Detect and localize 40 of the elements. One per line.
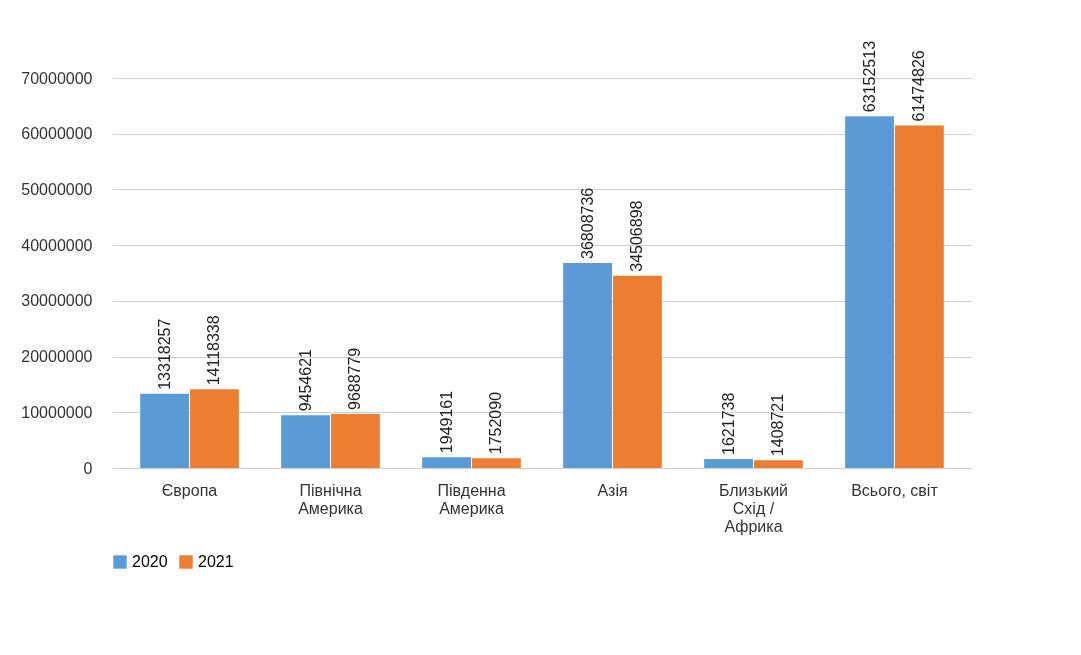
- bar: [612, 275, 662, 468]
- bar: [331, 414, 380, 468]
- bar: [281, 415, 331, 468]
- data-label: 1408721: [769, 393, 787, 457]
- data-label: 9454621: [296, 348, 314, 412]
- x-tick-label: Азія: [597, 481, 628, 499]
- y-tick-label: 10000000: [21, 403, 93, 421]
- data-label: 63152513: [860, 40, 878, 113]
- bar: [190, 389, 239, 468]
- bar: [894, 125, 944, 468]
- bar: [753, 460, 803, 468]
- y-tick-label: 70000000: [21, 69, 93, 87]
- y-tick-label: 20000000: [21, 348, 93, 366]
- y-tick-label: 60000000: [21, 125, 93, 143]
- legend-label: 2021: [198, 553, 234, 570]
- x-tick-label: Близький Схід / Африка: [718, 481, 789, 535]
- x-tick-label: Всього, світ: [851, 481, 939, 499]
- data-label: 14118338: [205, 315, 223, 386]
- data-label: 1752090: [487, 391, 505, 455]
- bar: [140, 393, 190, 468]
- y-tick-label: 50000000: [21, 180, 93, 198]
- data-label: 1621738: [719, 392, 737, 455]
- data-label: 34506898: [628, 200, 646, 272]
- bar: [704, 458, 753, 468]
- bar: [422, 457, 472, 468]
- data-label: 1949161: [437, 390, 455, 454]
- y-tick-label: 0: [83, 459, 93, 477]
- data-label: 61474826: [910, 50, 928, 122]
- data-label: 13318257: [155, 318, 173, 390]
- bar: [845, 116, 894, 468]
- data-label: 36808736: [578, 187, 596, 259]
- legend-label: 2020: [132, 553, 168, 570]
- bar: [472, 458, 521, 468]
- bar: [563, 262, 612, 468]
- x-tick-label: Європа: [161, 481, 218, 499]
- y-tick-label: 40000000: [21, 236, 93, 254]
- y-tick-label: 30000000: [21, 292, 93, 310]
- x-tick-label: Південна Америка: [437, 481, 506, 517]
- x-tick-label: Північна Америка: [298, 481, 363, 517]
- data-label: 9688779: [346, 347, 364, 411]
